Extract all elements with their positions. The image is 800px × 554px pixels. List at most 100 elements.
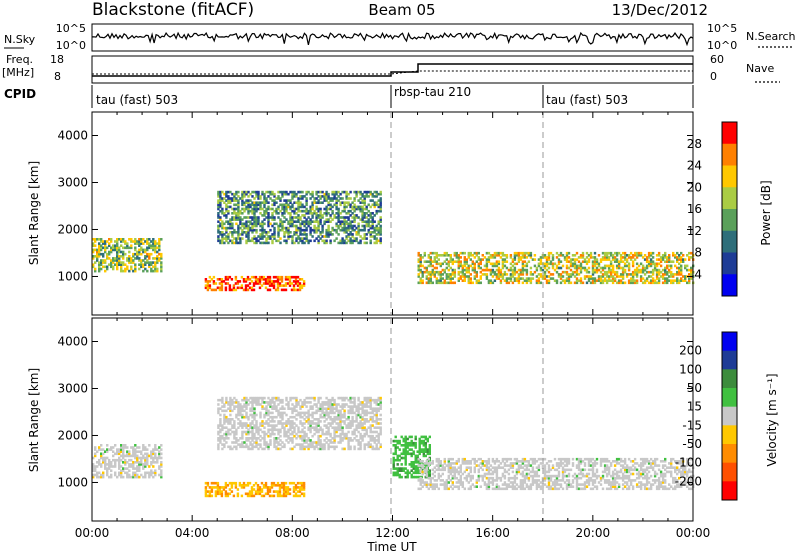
heatmap-cell	[577, 256, 581, 259]
heatmap-cell	[247, 437, 250, 440]
heatmap-cell	[431, 270, 434, 274]
heatmap-cell	[156, 461, 159, 464]
heatmap-cell	[402, 467, 405, 470]
heatmap-cell	[271, 207, 274, 211]
heatmap-cell	[499, 281, 503, 285]
heatmap-cell	[307, 413, 310, 417]
heatmap-cell	[100, 465, 103, 468]
heatmap-cell	[231, 401, 234, 404]
heatmap-cell	[154, 471, 157, 475]
heatmap-cell	[603, 266, 607, 270]
heatmap-cell	[255, 218, 258, 221]
heatmap-cell	[433, 485, 436, 488]
heatmap-cell	[289, 426, 292, 429]
heatmap-cell	[325, 212, 328, 215]
heatmap-cell	[96, 257, 99, 260]
heatmap-cell	[428, 452, 431, 456]
heatmap-cell	[116, 242, 119, 245]
heatmap-cell	[666, 264, 669, 268]
heatmap-cell	[337, 207, 340, 211]
heatmap-cell	[547, 281, 551, 285]
heatmap-cell	[479, 457, 482, 461]
heatmap-cell	[421, 275, 424, 278]
heatmap-cell	[327, 439, 330, 442]
heatmap-cell	[140, 458, 143, 462]
heatmap-cell	[425, 281, 428, 285]
heatmap-cell	[98, 238, 101, 241]
heatmap-cell	[253, 205, 256, 209]
heatmap-cell	[499, 462, 503, 465]
heatmap-cell	[321, 403, 324, 406]
heatmap-cell	[283, 207, 286, 211]
heatmap-cell	[569, 268, 573, 272]
heatmap-cell	[120, 261, 123, 264]
heatmap-cell	[375, 426, 378, 429]
heatmap-cell	[427, 470, 430, 474]
heatmap-cell	[414, 475, 417, 479]
heatmap-cell	[231, 197, 234, 200]
heatmap-cell	[245, 401, 248, 404]
heatmap-cell	[363, 447, 366, 451]
heatmap-cell	[447, 481, 450, 484]
heatmap-cell	[244, 286, 248, 290]
heatmap-cell	[367, 190, 370, 194]
heatmap-cell	[363, 216, 366, 219]
heatmap-cell	[347, 235, 350, 238]
heatmap-cell	[327, 430, 330, 434]
heatmap-cell	[294, 288, 298, 292]
heatmap-cell	[457, 487, 460, 491]
heatmap-cell	[431, 487, 434, 491]
heatmap-cell	[319, 420, 322, 423]
heatmap-cell	[668, 260, 671, 263]
heatmap-cell	[259, 415, 262, 419]
heatmap-cell	[327, 403, 330, 406]
heatmap-cell	[277, 216, 280, 219]
heatmap-cell	[274, 280, 278, 283]
heatmap-cell	[343, 207, 346, 211]
heatmap-cell	[242, 288, 246, 292]
heatmap-cell	[266, 490, 270, 493]
heatmap-cell	[459, 470, 462, 474]
heatmap-cell	[680, 256, 683, 259]
heatmap-cell	[223, 422, 226, 425]
heatmap-cell	[457, 254, 460, 257]
heatmap-cell	[305, 226, 308, 230]
heatmap-cell	[418, 446, 421, 449]
heatmap-cell	[274, 288, 278, 292]
heatmap-cell	[371, 226, 374, 230]
heatmap-cell	[467, 279, 470, 282]
heatmap-cell	[217, 437, 220, 440]
heatmap-cell	[539, 262, 543, 266]
heatmap-cell	[379, 428, 382, 432]
heatmap-cell	[259, 237, 262, 240]
heatmap-cell	[273, 428, 276, 432]
heatmap-cell	[621, 256, 625, 259]
heatmap-cell	[365, 233, 368, 236]
heatmap-cell	[335, 445, 338, 449]
heatmap-cell	[288, 278, 292, 281]
heatmap-cell	[214, 282, 218, 285]
heatmap-cell	[453, 474, 456, 478]
heatmap-cell	[651, 277, 655, 280]
heatmap-cell	[408, 441, 411, 445]
heatmap-cell	[611, 270, 615, 274]
heatmap-cell	[337, 413, 340, 417]
heatmap-cell	[94, 448, 97, 451]
heatmap-cell	[331, 192, 334, 196]
heatmap-cell	[130, 261, 133, 264]
heatmap-cell	[289, 218, 292, 221]
heatmap-cell	[251, 401, 254, 404]
heatmap-cell	[136, 450, 139, 453]
heatmap-cell	[583, 266, 587, 270]
heatmap-cell	[254, 481, 258, 485]
heatmap-cell	[264, 280, 268, 283]
heatmap-cell	[221, 443, 224, 446]
heatmap-cell	[670, 266, 673, 270]
heatmap-cell	[433, 251, 436, 255]
heatmap-cell	[110, 465, 113, 468]
heatmap-cell	[339, 428, 342, 432]
heatmap-cell	[132, 454, 135, 458]
heatmap-cell	[425, 260, 428, 263]
heatmap-cell	[218, 492, 222, 496]
heatmap-cell	[265, 407, 268, 410]
